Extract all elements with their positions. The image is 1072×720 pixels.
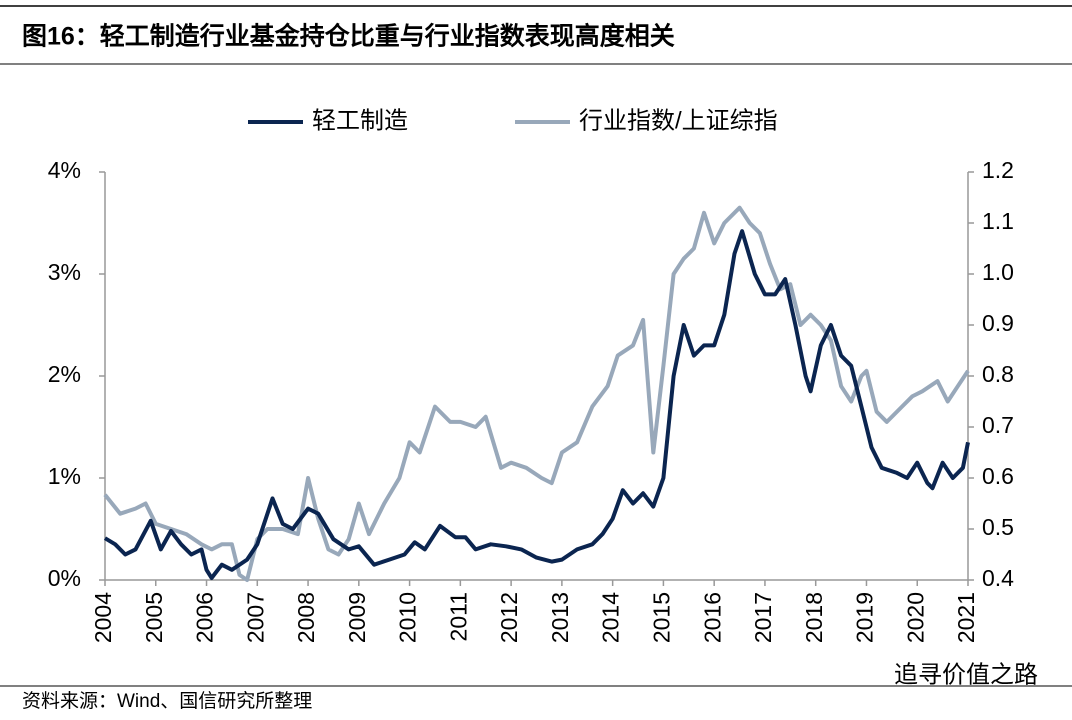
y2-tick-label: 1.0	[982, 259, 1014, 285]
y2-tick-label: 0.7	[982, 412, 1014, 438]
x-tick-label: 2006	[192, 592, 218, 643]
x-tick-label: 2016	[699, 592, 725, 643]
y-tick-label: 2%	[48, 361, 81, 387]
y2-tick-label: 0.6	[982, 463, 1014, 489]
x-tick-label: 2007	[242, 592, 268, 643]
x-tick-label: 2009	[344, 592, 370, 643]
y-tick-label: 4%	[48, 157, 81, 183]
x-tick-label: 2021	[953, 592, 979, 643]
x-tick-label: 2020	[902, 592, 928, 643]
x-tick-label: 2004	[90, 592, 116, 643]
x-tick-label: 2010	[395, 592, 421, 643]
x-tick-label: 2014	[598, 592, 624, 643]
legend-label: 行业指数/上证综指	[579, 107, 778, 134]
y2-tick-label: 0.5	[982, 514, 1014, 540]
watermark: 追寻价值之路	[894, 661, 1038, 688]
x-tick-label: 2013	[547, 592, 573, 643]
series-line	[103, 229, 970, 580]
y-tick-label: 3%	[48, 259, 81, 285]
source-note: 资料来源：Wind、国信研究所整理	[22, 690, 312, 712]
x-tick-label: 2019	[852, 592, 878, 643]
y2-tick-label: 0.4	[982, 565, 1014, 591]
x-tick-label: 2011	[445, 592, 471, 641]
x-tick-label: 2008	[293, 592, 319, 643]
x-tick-label: 2012	[496, 592, 522, 643]
x-tick-label: 2018	[801, 592, 827, 643]
y2-tick-label: 0.8	[982, 361, 1014, 387]
y-tick-label: 0%	[48, 565, 81, 591]
y2-tick-label: 1.1	[982, 208, 1014, 234]
series-line	[103, 205, 970, 582]
x-tick-label: 2005	[141, 592, 167, 643]
x-tick-label: 2017	[750, 592, 776, 643]
chart-title: 图16：轻工制造行业基金持仓比重与行业指数表现高度相关	[22, 22, 675, 51]
y-tick-label: 1%	[48, 463, 81, 489]
y2-tick-label: 1.2	[982, 157, 1014, 183]
legend-label: 轻工制造	[312, 107, 408, 134]
x-tick-label: 2015	[648, 592, 674, 643]
y2-tick-label: 0.9	[982, 310, 1014, 336]
